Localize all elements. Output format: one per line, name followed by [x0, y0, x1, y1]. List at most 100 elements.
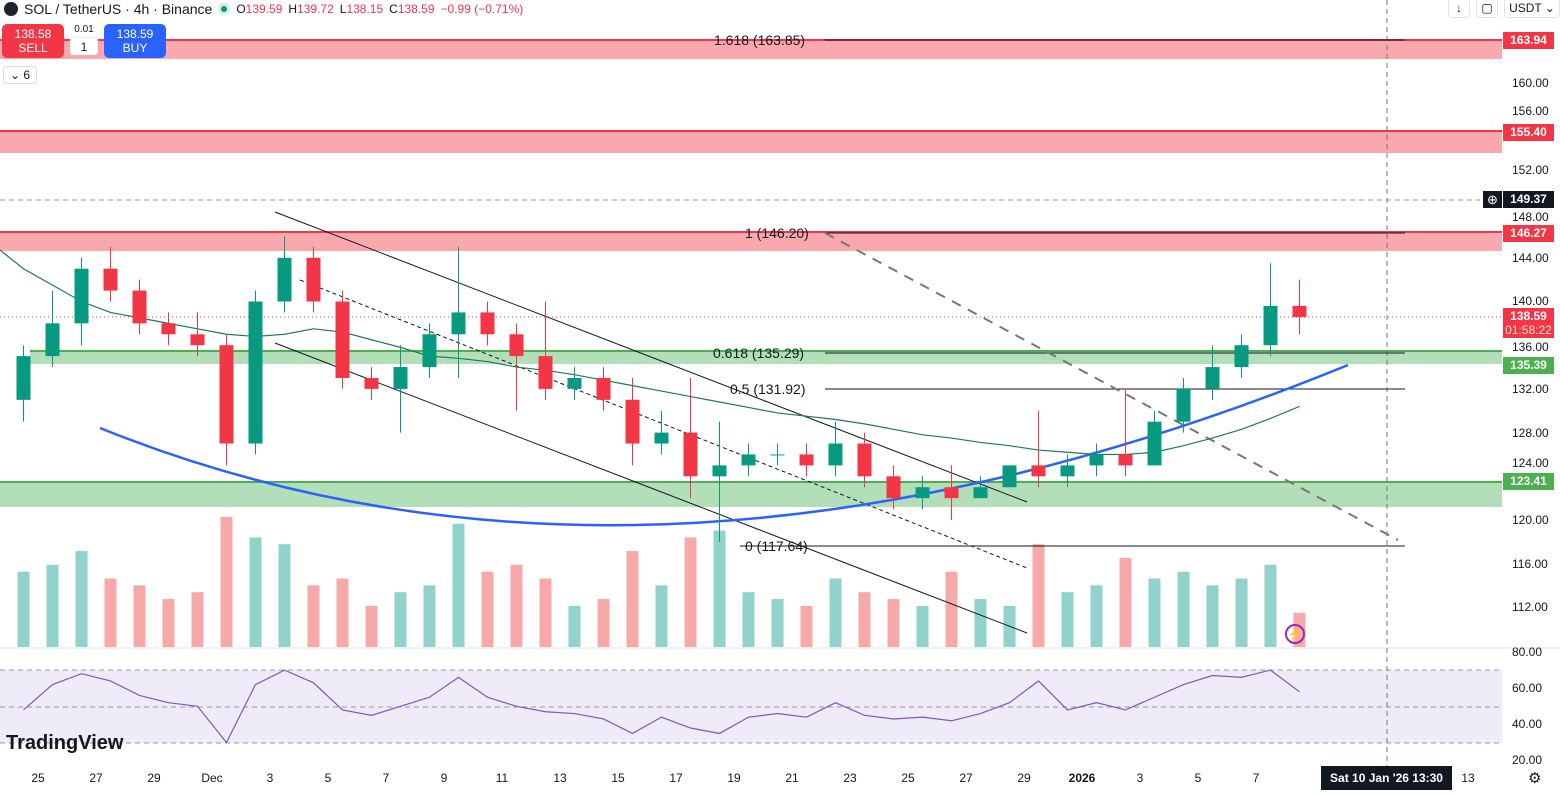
price-tick: 152.00: [1512, 163, 1549, 177]
candle-body: [828, 443, 843, 466]
time-tick: 27: [89, 771, 103, 785]
sell-button[interactable]: 138.58 SELL: [2, 24, 64, 58]
price-tick: 140.00: [1512, 294, 1549, 308]
resistance-label-2: 155.40: [1503, 124, 1554, 141]
candle-body: [944, 487, 959, 499]
high-value: 139.72: [297, 2, 334, 16]
volume-bar: [162, 599, 175, 647]
indicators-collapse-button[interactable]: ⌄ 6: [3, 66, 38, 84]
candle-body: [1205, 367, 1220, 389]
volume-bar: [17, 571, 30, 647]
candle-body: [364, 377, 379, 389]
time-tick: 5: [1194, 771, 1202, 785]
candle-body: [973, 487, 988, 499]
volume-bar: [568, 605, 581, 647]
time-tick: 23: [843, 771, 857, 785]
volume-bar: [336, 578, 349, 647]
price-tick: 112.00: [1512, 600, 1548, 614]
candle-body: [1292, 305, 1307, 317]
volume-bar: [249, 537, 262, 647]
volume-bar: [1206, 585, 1219, 647]
candle-body: [219, 345, 234, 444]
resistance-zone-3: [0, 232, 1502, 251]
chevron-down-icon: ⌄: [10, 68, 21, 82]
add-alert-icon[interactable]: ⊕: [1483, 191, 1502, 208]
volume-bar: [1090, 585, 1103, 647]
fib-level-05: 0.5 (131.92): [730, 381, 806, 397]
resistance-label-3: 146.27: [1503, 225, 1554, 242]
volume-bar: [1177, 571, 1190, 647]
candle-body: [393, 367, 408, 389]
candle-body: [712, 465, 727, 477]
time-tick: 3: [1136, 771, 1144, 785]
candle-body: [886, 476, 901, 499]
settings-icon[interactable]: ⚙: [1528, 770, 1542, 787]
candle-body: [1147, 421, 1162, 466]
candle-body: [1263, 305, 1278, 346]
volume-bar: [1061, 592, 1074, 647]
time-tick: 11: [495, 771, 509, 785]
candle-body: [190, 334, 205, 346]
tradingview-logo: TradingView: [6, 732, 124, 754]
indicator-count: 6: [23, 68, 31, 82]
volume-bar: [510, 564, 523, 647]
volume-bar: [75, 551, 88, 647]
price-tick: 156.00: [1512, 104, 1549, 118]
bar-countdown: 01:58:22: [1505, 323, 1552, 337]
volume-bar: [452, 523, 465, 647]
price-tick: 120.00: [1512, 513, 1549, 527]
low-value: 138.15: [346, 2, 384, 16]
buy-button[interactable]: 138.59 BUY: [104, 24, 166, 58]
spread: 0.01: [74, 24, 94, 35]
alert-price-label[interactable]: 149.37: [1503, 191, 1554, 208]
time-tick: 13: [1461, 771, 1475, 785]
rounding-bottom-curve: [99, 363, 1349, 527]
quantity-input[interactable]: 1: [70, 37, 98, 55]
support-label-1: 135.39: [1503, 357, 1554, 374]
candle-body: [132, 290, 147, 324]
price-tick: 144.00: [1512, 251, 1549, 265]
fullscreen-icon[interactable]: ▢: [1476, 0, 1498, 18]
candle-body: [654, 432, 669, 444]
price-tick: 148.00: [1512, 210, 1549, 224]
volume-bar: [829, 578, 842, 647]
time-tick: 3: [266, 771, 274, 785]
volume-bar: [684, 537, 697, 647]
price-tick: 132.00: [1512, 382, 1549, 396]
candle-body: [1089, 454, 1104, 466]
volume-bar: [104, 578, 117, 647]
volume-bar: [626, 551, 639, 647]
time-tick: 29: [147, 771, 161, 785]
time-tick: 5: [324, 771, 332, 785]
candle-body: [799, 454, 814, 466]
volume-bar: [220, 516, 233, 647]
time-tick: 21: [785, 771, 799, 785]
time-tick: 2026: [1068, 771, 1096, 785]
market-open-icon: [218, 3, 231, 15]
high-label: H: [288, 2, 298, 16]
price-tick: 136.00: [1512, 340, 1549, 354]
volume-bar: [1264, 564, 1277, 647]
lightning-icon[interactable]: ⚡: [1285, 624, 1305, 644]
volume-bar: [771, 599, 784, 647]
volume-bar: [597, 599, 610, 647]
candle-body: [567, 377, 582, 389]
volume-bar: [46, 564, 59, 647]
volume-bar: [278, 544, 291, 647]
candle-body: [596, 377, 611, 400]
channel-upper: [274, 211, 1028, 503]
arrow-down-icon[interactable]: ↓: [1448, 0, 1470, 18]
low-label: L: [339, 2, 347, 16]
candle-body: [857, 443, 872, 477]
time-tick: 27: [959, 771, 973, 785]
symbol-title[interactable]: SOL / TetherUS · 4h · Binance: [24, 1, 213, 17]
candle-body: [422, 334, 437, 368]
time-tick: 29: [1017, 771, 1031, 785]
time-tick: 9: [440, 771, 448, 785]
volume-bar: [974, 599, 987, 647]
candle-body: [1060, 465, 1075, 477]
currency-select[interactable]: USDT ⌄: [1504, 0, 1560, 18]
volume-bar: [481, 571, 494, 647]
moving-average-line: [0, 249, 1300, 456]
